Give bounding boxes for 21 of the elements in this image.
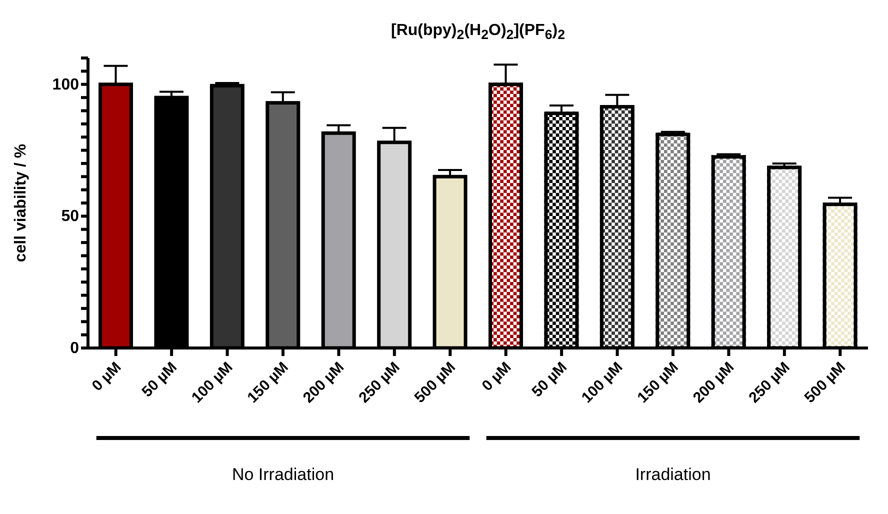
text: No Irradiation — [232, 465, 334, 484]
y-axis-title: cell viability / % — [12, 144, 30, 262]
x-tick-label: 250 µM — [356, 358, 404, 406]
x-tick-label: 0 µM — [478, 358, 515, 395]
x-tick-label: 500 µM — [801, 358, 849, 406]
x-tick-label: 150 µM — [634, 358, 682, 406]
x-tick-label: 0 µM — [88, 358, 125, 395]
x-tick-label: 500 µM — [411, 358, 459, 406]
x-tick-label: 200 µM — [690, 358, 738, 406]
y-tick-label: 100 — [52, 76, 80, 94]
x-tick-label: 50 µM — [528, 358, 570, 401]
x-tick-label: 200 µM — [300, 358, 348, 406]
x-tick-label: 100 µM — [188, 358, 236, 406]
text: Irradiation — [635, 465, 711, 484]
x-tick-label: 250 µM — [746, 358, 794, 406]
chart-title: [Ru(bpy)$_{2}$(H$_{2}$O)$_{2}$](PF$_{6}$)$_{2}$ — [391, 22, 565, 42]
y-tick-label: 50 — [61, 208, 80, 226]
x-tick-label: 150 µM — [244, 358, 292, 406]
x-tick-label: 50 µM — [138, 358, 180, 401]
y-tick-label: 0 — [70, 340, 80, 357]
x-tick-label: 100 µM — [578, 358, 626, 406]
